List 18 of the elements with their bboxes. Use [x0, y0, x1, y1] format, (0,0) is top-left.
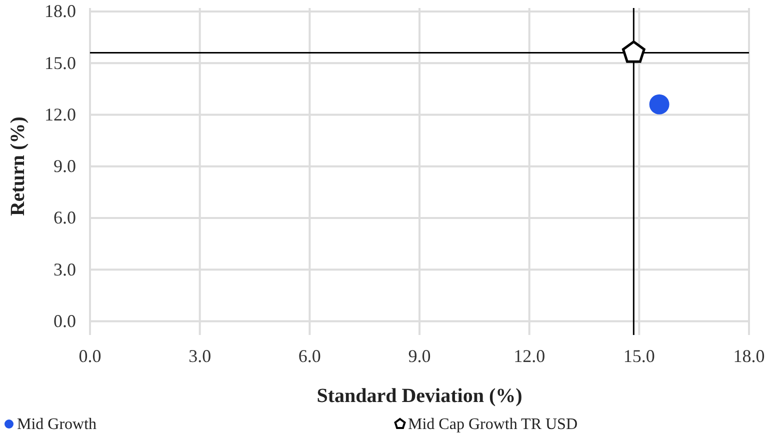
x-tick-label: 18.0 [733, 346, 765, 366]
y-axis-title: Return (%) [7, 116, 29, 216]
y-tick-label: 6.0 [54, 208, 76, 228]
x-tick-label: 15.0 [623, 346, 655, 366]
y-tick-label: 15.0 [44, 52, 76, 73]
y-tick-label: 18.0 [44, 1, 76, 22]
x-tick-label: 6.0 [298, 346, 321, 366]
y-tick-label: 9.0 [54, 156, 76, 176]
legend-label: Mid Cap Growth TR USD [408, 416, 578, 433]
x-tick-label: 9.0 [408, 346, 431, 366]
x-tick-label: 0.0 [78, 346, 102, 366]
x-tick-label: 3.0 [188, 346, 212, 366]
x-tick-label: 12.0 [514, 346, 546, 366]
y-tick-label: 0.0 [54, 310, 76, 331]
y-tick-label: 3.0 [54, 259, 76, 280]
legend-label: Mid Growth [17, 416, 97, 433]
x-axis-title: Standard Deviation (%) [316, 385, 522, 407]
y-tick-label: 12.0 [44, 104, 76, 124]
